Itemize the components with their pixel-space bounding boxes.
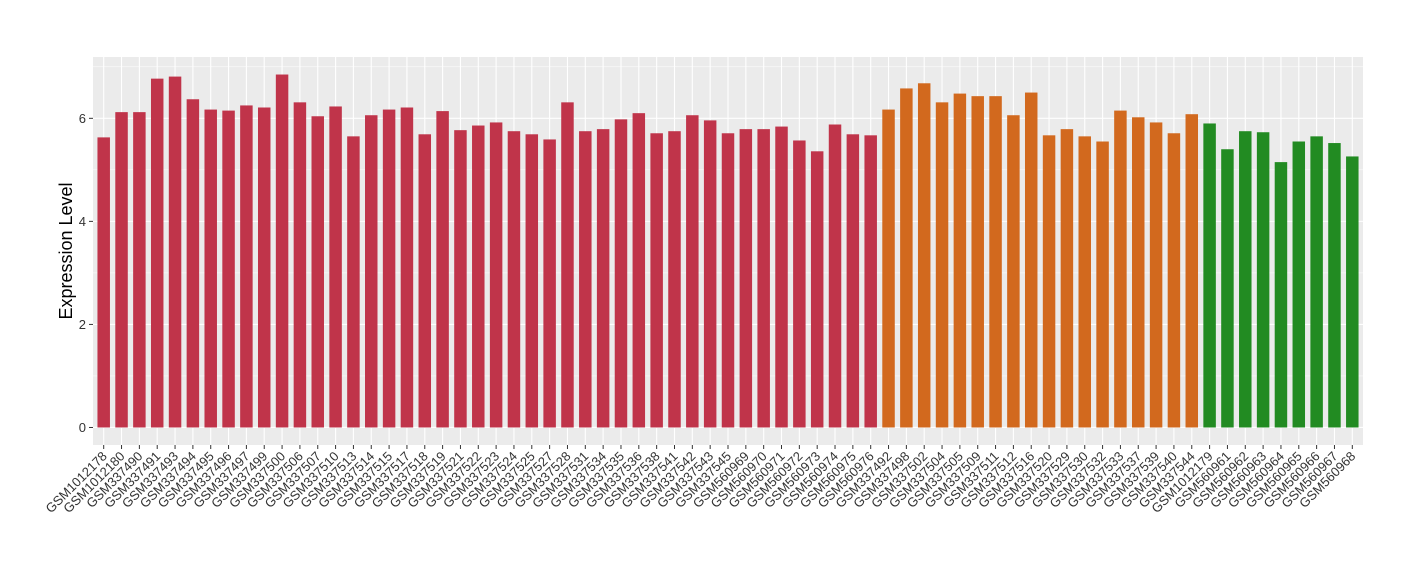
bar (721, 133, 735, 428)
bar (614, 119, 628, 428)
bar (472, 125, 485, 428)
bar (917, 83, 931, 428)
bar (1167, 133, 1181, 428)
bar (525, 134, 539, 428)
bar (900, 88, 913, 428)
y-tick-label: 2 (79, 317, 86, 332)
bar (828, 124, 842, 428)
bar (1292, 141, 1306, 428)
bar (882, 109, 895, 428)
bar (1346, 156, 1359, 428)
bar (561, 102, 574, 428)
y-tick-label: 4 (79, 214, 86, 229)
bar (186, 99, 200, 428)
bar (810, 151, 824, 428)
bar (275, 74, 289, 428)
bar (543, 139, 556, 428)
bar (1132, 117, 1145, 428)
bar (168, 76, 182, 428)
bar (703, 120, 717, 428)
bar (953, 93, 967, 428)
bar (365, 115, 378, 428)
bar (400, 107, 414, 428)
bar (864, 135, 877, 428)
bar (418, 134, 432, 428)
bar (757, 129, 770, 428)
bar (115, 112, 128, 428)
bar (1328, 143, 1341, 428)
bar (1007, 115, 1020, 428)
bar (846, 134, 860, 428)
bar (436, 111, 449, 428)
bar (1274, 162, 1288, 428)
bar (793, 140, 806, 428)
bar (579, 131, 592, 428)
bar (989, 96, 1002, 428)
bar (739, 129, 753, 428)
bar (1221, 149, 1234, 428)
bar (1239, 131, 1252, 428)
bar (347, 136, 360, 428)
bar (775, 126, 788, 428)
bar (1060, 129, 1074, 428)
bar (1203, 123, 1216, 428)
bar (293, 102, 307, 428)
bar (329, 106, 342, 428)
bar (489, 122, 503, 428)
bar (133, 112, 146, 428)
bar (1310, 136, 1323, 428)
bar (382, 109, 396, 428)
bar (1256, 132, 1270, 428)
bar (311, 116, 324, 428)
y-tick-label: 0 (79, 420, 86, 435)
bar (240, 105, 253, 428)
y-tick-label: 6 (79, 111, 86, 126)
bar (257, 107, 271, 428)
bar (1096, 141, 1109, 428)
bar (1149, 122, 1163, 428)
bar (97, 137, 110, 428)
bar (222, 110, 235, 428)
bar (1185, 114, 1199, 428)
bar (1024, 92, 1038, 428)
bar (507, 131, 521, 428)
bar (971, 96, 984, 428)
bar (935, 102, 949, 428)
bar (454, 130, 467, 428)
bar (150, 78, 164, 428)
bar (668, 131, 681, 428)
bar (204, 109, 217, 428)
bar (1042, 135, 1056, 428)
bar (632, 113, 646, 428)
bar (1078, 136, 1091, 428)
bar (1114, 110, 1127, 428)
bar (686, 115, 699, 428)
bar (650, 133, 663, 428)
bar (596, 129, 610, 428)
y-axis-label: Expression Level (56, 182, 76, 319)
